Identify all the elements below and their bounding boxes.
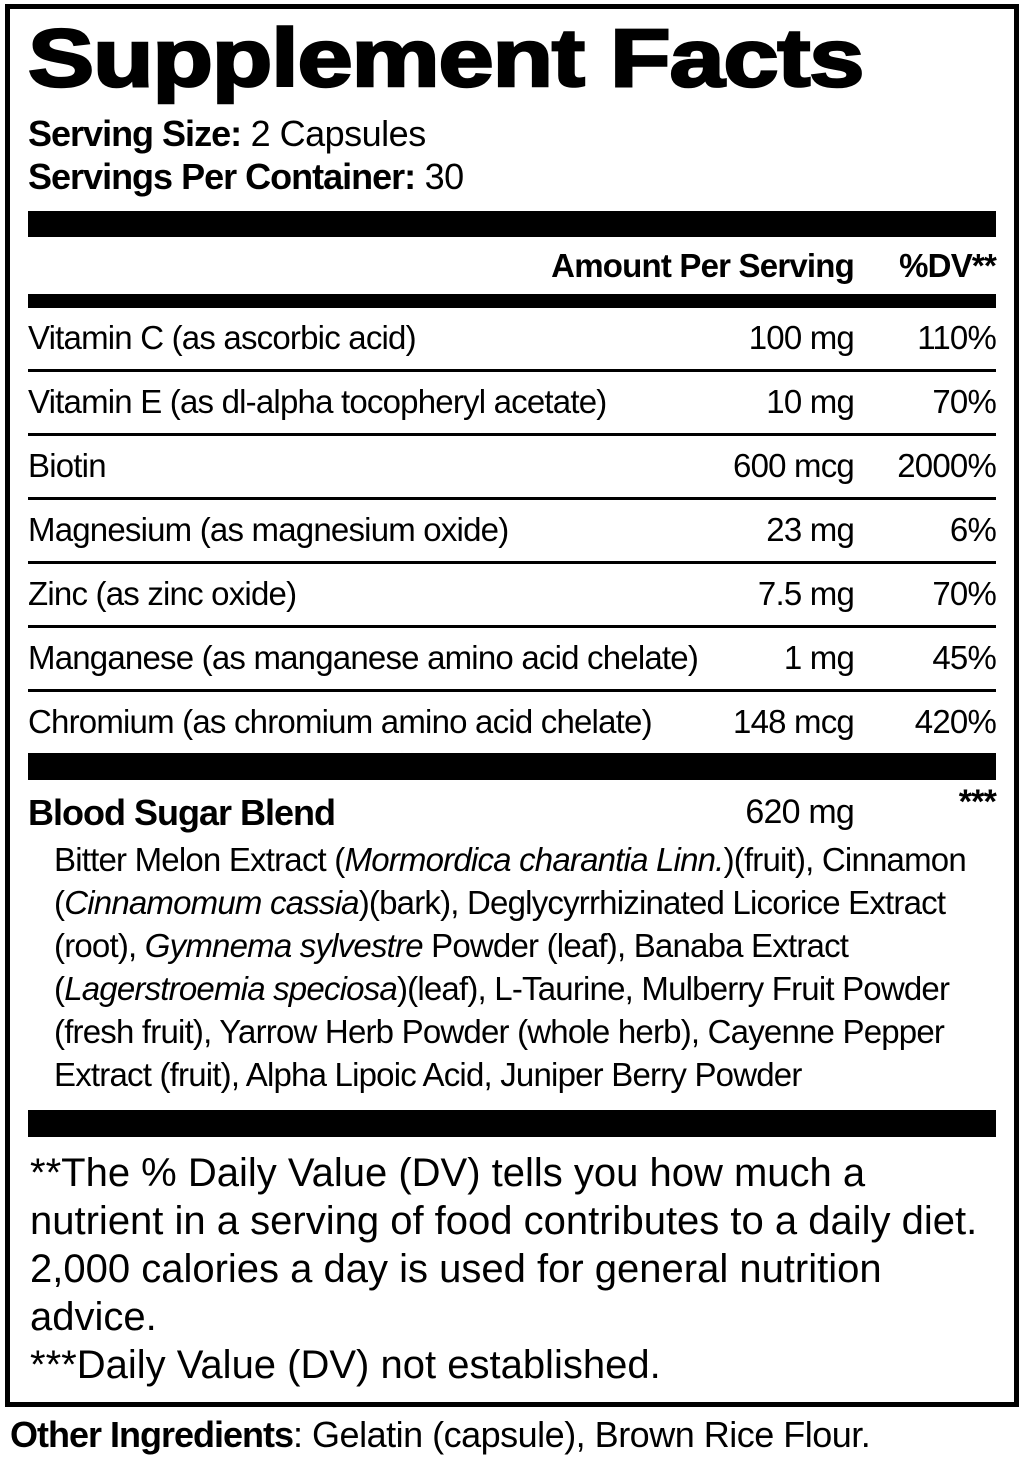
- divider-bar-thick-top: [28, 210, 996, 237]
- nutrient-name: Zinc (as zinc oxide): [28, 575, 297, 613]
- serving-size-label: Serving Size:: [28, 112, 242, 154]
- blend-name: Blood Sugar Blend: [28, 791, 336, 833]
- nutrient-row: Vitamin C (as ascorbic acid) 100 mg 110%: [28, 308, 997, 369]
- blend-dv-asterisks: ***: [958, 783, 997, 822]
- divider-bar-under-header: [28, 293, 996, 308]
- not-established-footnote: ***Daily Value (DV) not established.: [30, 1342, 661, 1387]
- servings-per-container-value: 30: [424, 155, 465, 197]
- botanical-name: Lagerstroemia speciosa: [64, 969, 398, 1007]
- blend-header-row: Blood Sugar Blend 620 mg ***: [28, 780, 997, 836]
- divider-bar-above-footnotes: [28, 1109, 996, 1137]
- ingredient-text: )(leaf), L-Taurine, Mulberry Fruit Powde…: [54, 969, 950, 1093]
- botanical-name: Gymnema sylvestre: [144, 926, 424, 964]
- divider-bar-above-blend: [28, 752, 996, 780]
- nutrient-name: Vitamin C (as ascorbic acid): [28, 319, 417, 357]
- nutrient-dv: 45%: [932, 639, 996, 677]
- nutrient-amount: 1 mg: [783, 639, 855, 677]
- nutrient-amount: 148 mcg: [733, 703, 855, 741]
- nutrient-amount: 600 mcg: [733, 447, 855, 485]
- nutrient-name: Vitamin E (as dl-alpha tocopheryl acetat…: [28, 383, 607, 421]
- ingredient-text: )(fruit), Cinnamon (: [54, 840, 967, 921]
- nutrient-row: Vitamin E (as dl-alpha tocopheryl acetat…: [28, 368, 997, 433]
- daily-value-footnote: **The % Daily Value (DV) tells you how m…: [30, 1150, 978, 1339]
- serving-size-value: 2 Capsules: [250, 112, 427, 154]
- header-percent-dv: %DV**: [899, 246, 997, 284]
- other-ingredients-label: Other Ingredients: [10, 1414, 294, 1455]
- nutrient-amount: 10 mg: [766, 383, 855, 421]
- nutrient-dv: 2000%: [897, 447, 997, 485]
- other-ingredients-line: Other Ingredients: Gelatin (capsule), Br…: [10, 1414, 871, 1456]
- nutrient-name: Chromium (as chromium amino acid chelate…: [28, 703, 653, 741]
- nutrient-row: Zinc (as zinc oxide) 7.5 mg 70%: [28, 560, 997, 625]
- botanical-name: Cinnamomum cassia: [64, 883, 359, 921]
- nutrient-row: Manganese (as manganese amino acid chela…: [28, 624, 997, 689]
- nutrient-amount: 23 mg: [766, 511, 855, 549]
- supplement-facts-panel: Supplement Facts Serving Size: 2 Capsule…: [5, 4, 1019, 1407]
- nutrient-row: Biotin 600 mcg 2000%: [28, 432, 997, 497]
- table-header-row: Amount Per Serving %DV**: [28, 237, 997, 294]
- other-ingredients-value: : Gelatin (capsule), Brown Rice Flour.: [293, 1414, 871, 1455]
- nutrient-amount: 100 mg: [748, 319, 855, 357]
- servings-per-container-line: Servings Per Container: 30: [28, 155, 996, 198]
- blend-ingredients-paragraph: Bitter Melon Extract (Mormordica charant…: [28, 836, 996, 1110]
- panel-title: Supplement Facts: [26, 13, 865, 104]
- nutrient-row: Chromium (as chromium amino acid chelate…: [28, 688, 997, 753]
- nutrient-row: Magnesium (as magnesium oxide) 23 mg 6%: [28, 496, 997, 561]
- botanical-name: Mormordica charantia Linn.: [344, 840, 725, 878]
- nutrient-table: Vitamin C (as ascorbic acid) 100 mg 110%…: [28, 308, 997, 753]
- nutrient-dv: 70%: [932, 575, 996, 613]
- ingredient-text: Bitter Melon Extract (: [54, 840, 345, 878]
- ingredient-text: Powder (leaf), Banaba Extract (: [54, 926, 849, 1007]
- nutrient-name: Biotin: [28, 447, 107, 485]
- nutrient-amount: 7.5 mg: [757, 575, 855, 613]
- nutrient-name: Manganese (as manganese amino acid chela…: [28, 639, 699, 677]
- blend-amount: 620 mg: [745, 793, 854, 832]
- nutrient-dv: 420%: [914, 703, 997, 741]
- ingredient-text: )(bark), Deglycyrrhizinated Licorice Ext…: [54, 883, 946, 964]
- nutrient-name: Magnesium (as magnesium oxide): [28, 511, 509, 549]
- servings-per-container-label: Servings Per Container:: [28, 155, 416, 197]
- footnotes-section: **The % Daily Value (DV) tells you how m…: [28, 1137, 996, 1389]
- serving-size-line: Serving Size: 2 Capsules: [28, 112, 996, 155]
- header-amount-per-serving: Amount Per Serving: [551, 246, 855, 284]
- nutrient-dv: 110%: [917, 319, 997, 357]
- nutrient-dv: 6%: [949, 511, 997, 549]
- nutrient-dv: 70%: [932, 383, 996, 421]
